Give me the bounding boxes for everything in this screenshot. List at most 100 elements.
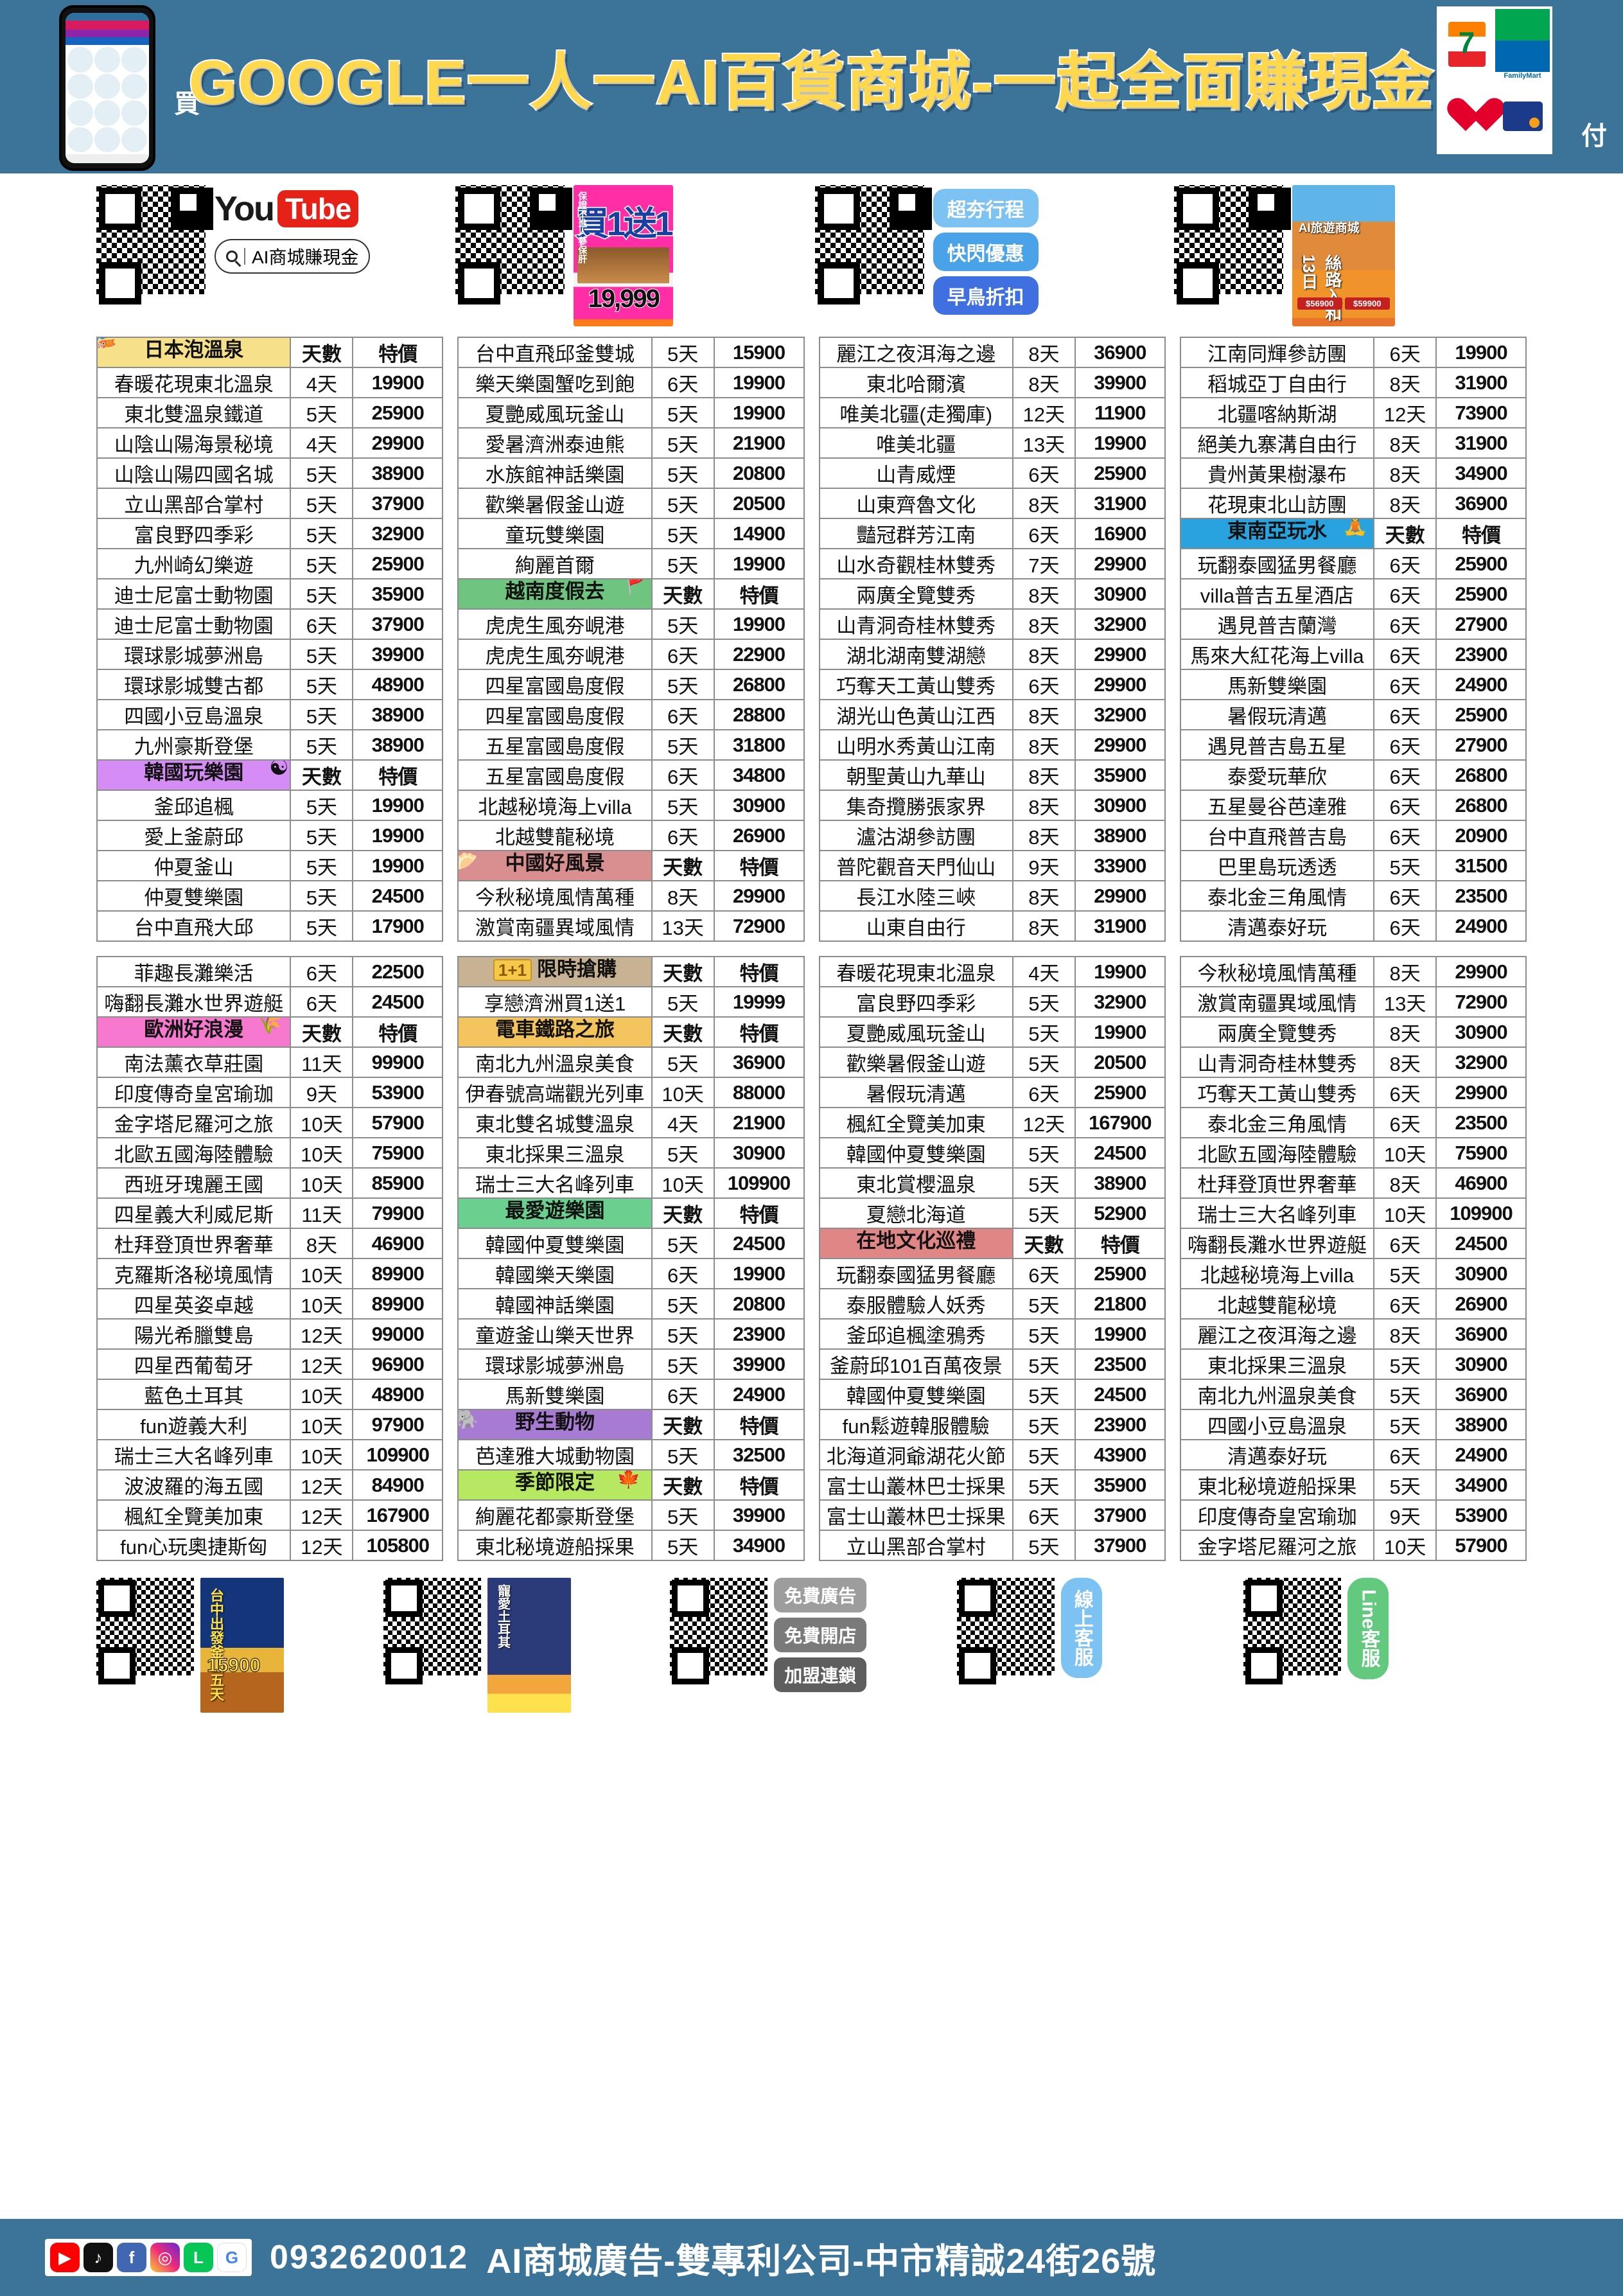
facebook-icon[interactable]: f — [117, 2243, 146, 2272]
table-row[interactable]: 印度傳奇皇宮瑜珈 9天 53900 — [1179, 1499, 1527, 1531]
table-row[interactable]: 西班牙瑰麗王國 10天 85900 — [96, 1167, 444, 1199]
table-row[interactable]: 享戀濟洲買1送1 5天 19999 — [457, 986, 805, 1018]
table-row[interactable]: 四國小豆島溫泉 5天 38900 — [1179, 1409, 1527, 1440]
table-row[interactable]: 四星義大利威尼斯 11天 79900 — [96, 1197, 444, 1229]
table-row[interactable]: 花現東北山訪團 8天 36900 — [1179, 488, 1527, 519]
table-row[interactable]: 絕美九寨溝自由行 8天 31900 — [1179, 427, 1527, 459]
table-row[interactable]: 九州豪斯登堡 5天 38900 — [96, 729, 444, 761]
table-row[interactable]: 芭達雅大城動物園 5天 32500 — [457, 1439, 805, 1470]
table-row[interactable]: 迪士尼富士動物園 6天 37900 — [96, 608, 444, 640]
table-row[interactable]: 嗨翻長灘水世界遊艇 6天 24500 — [96, 986, 444, 1018]
table-row[interactable]: 歡樂暑假釜山遊 5天 20500 — [457, 488, 805, 519]
table-row[interactable]: 長江水陸三峽 8天 29900 — [818, 880, 1166, 912]
table-row[interactable]: 波波羅的海五國 12天 84900 — [96, 1469, 444, 1501]
table-row[interactable]: 仲夏釜山 5天 19900 — [96, 850, 444, 881]
table-row[interactable]: 韓國神話樂園 5天 20800 — [457, 1288, 805, 1320]
table-row[interactable]: 愛上釜蔚邱 5天 19900 — [96, 820, 444, 851]
pill-hot-itinerary[interactable]: 超夯行程 — [933, 189, 1039, 227]
table-row[interactable]: 山東自由行 8天 31900 — [818, 910, 1166, 942]
table-row[interactable]: 北越秘境海上villa 5天 30900 — [457, 790, 805, 821]
table-row[interactable]: 韓國樂天樂園 6天 19900 — [457, 1258, 805, 1289]
table-row[interactable]: 暑假玩清邁 6天 25900 — [1179, 699, 1527, 730]
table-row[interactable]: 東北秘境遊船採果 5天 34900 — [1179, 1469, 1527, 1501]
table-row[interactable]: 東北採果三溫泉 5天 30900 — [457, 1137, 805, 1169]
table-row[interactable]: 環球影城夢洲島 5天 39900 — [96, 639, 444, 670]
table-row[interactable]: 富良野四季彩 5天 32900 — [96, 518, 444, 549]
table-row[interactable]: 唯美北疆(走獨庫) 12天 11900 — [818, 397, 1166, 428]
table-row[interactable]: 虎虎生風夯峴港 6天 22900 — [457, 639, 805, 670]
table-row[interactable]: 金字塔尼羅河之旅 10天 57900 — [96, 1107, 444, 1138]
busan-tour-qr-code[interactable] — [96, 1578, 194, 1684]
table-row[interactable]: fun遊義大利 10天 97900 — [96, 1409, 444, 1440]
table-row[interactable]: 夏戀北海道 5天 52900 — [818, 1197, 1166, 1229]
table-row[interactable]: 楓紅全覽美加東 12天 167900 — [818, 1107, 1166, 1138]
line-service-qr-code[interactable] — [1243, 1578, 1342, 1684]
table-row[interactable]: 泰北金三角風情 6天 23500 — [1179, 1107, 1527, 1138]
table-row[interactable]: 陽光希臘雙島 12天 99000 — [96, 1318, 444, 1350]
table-row[interactable]: 克羅斯洛秘境風情 10天 89900 — [96, 1258, 444, 1289]
table-row[interactable]: 水族館神話樂園 5天 20800 — [457, 457, 805, 489]
table-row[interactable]: 藍色土耳其 10天 48900 — [96, 1379, 444, 1410]
table-row[interactable]: 環球影城雙古都 5天 48900 — [96, 669, 444, 700]
table-row[interactable]: 童玩雙樂園 5天 14900 — [457, 518, 805, 549]
table-row[interactable]: 台中直飛邱釜雙城 5天 15900 — [457, 337, 805, 368]
table-row[interactable]: 歡樂暑假釜山遊 5天 20500 — [818, 1046, 1166, 1078]
table-row[interactable]: 山明水秀黃山江南 8天 29900 — [818, 729, 1166, 761]
table-row[interactable]: 朝聖黃山九華山 8天 35900 — [818, 759, 1166, 791]
table-row[interactable]: 迪士尼富士動物園 5天 35900 — [96, 578, 444, 610]
table-row[interactable]: 杜拜登頂世界奢華 8天 46900 — [96, 1228, 444, 1259]
table-row[interactable]: 山東齊魯文化 8天 31900 — [818, 488, 1166, 519]
free-services-qr-code[interactable] — [670, 1578, 768, 1684]
pill-flash-offer[interactable]: 快閃優惠 — [933, 233, 1039, 271]
table-row[interactable]: 立山黑部合掌村 5天 37900 — [96, 488, 444, 519]
itinerary-qr-code[interactable] — [814, 185, 924, 305]
table-row[interactable]: 兩廣全覽雙秀 8天 30900 — [818, 578, 1166, 610]
online-service-qr-code[interactable] — [956, 1578, 1055, 1684]
table-row[interactable]: 瑞士三大名峰列車 10天 109900 — [457, 1167, 805, 1199]
table-row[interactable]: 絢麗首爾 5天 19900 — [457, 548, 805, 579]
table-row[interactable]: 釜邱追楓 5天 19900 — [96, 790, 444, 821]
online-service-label[interactable]: 線上客服 — [1060, 1578, 1102, 1678]
table-row[interactable]: 伊春號高端觀光列車 10天 88000 — [457, 1077, 805, 1108]
line-service-label[interactable]: Line客服 — [1347, 1578, 1389, 1679]
youtube-qr-code[interactable] — [96, 185, 206, 305]
table-row[interactable]: 東北雙名城雙溫泉 4天 21900 — [457, 1107, 805, 1138]
table-row[interactable]: 集奇攬勝張家界 8天 30900 — [818, 790, 1166, 821]
table-row[interactable]: 虎虎生風夯峴港 5天 19900 — [457, 608, 805, 640]
table-row[interactable]: 四星富國島度假 5天 26800 — [457, 669, 805, 700]
table-row[interactable]: 清邁泰好玩 6天 24900 — [1179, 1439, 1527, 1470]
youtube-icon[interactable]: ▶ — [50, 2243, 80, 2272]
table-row[interactable]: 唯美北疆 13天 19900 — [818, 427, 1166, 459]
table-row[interactable]: 北疆喀納斯湖 12天 73900 — [1179, 397, 1527, 428]
table-row[interactable]: 南北九州溫泉美食 5天 36900 — [457, 1046, 805, 1078]
table-row[interactable]: 麗江之夜洱海之邊 8天 36900 — [1179, 1318, 1527, 1350]
table-row[interactable]: 樂天樂園蟹吃到飽 6天 19900 — [457, 367, 805, 398]
instagram-icon[interactable]: ◎ — [150, 2243, 180, 2272]
table-row[interactable]: 玩翻泰國猛男餐廳 6天 25900 — [818, 1258, 1166, 1289]
table-row[interactable]: 江南同輝參訪團 6天 19900 — [1179, 337, 1527, 368]
table-row[interactable]: 東北哈爾濱 8天 39900 — [818, 367, 1166, 398]
table-row[interactable]: 五星富國島度假 6天 34800 — [457, 759, 805, 791]
table-row[interactable]: 韓國仲夏雙樂園 5天 24500 — [457, 1228, 805, 1259]
table-row[interactable]: 南北九州溫泉美食 5天 36900 — [1179, 1379, 1527, 1410]
table-row[interactable]: 春暖花現東北溫泉 4天 19900 — [96, 367, 444, 398]
table-row[interactable]: 仲夏雙樂園 5天 24500 — [96, 880, 444, 912]
table-row[interactable]: 清邁泰好玩 6天 24900 — [1179, 910, 1527, 942]
table-row[interactable]: 北越秘境海上villa 5天 30900 — [1179, 1258, 1527, 1289]
table-row[interactable]: 四星富國島度假 6天 28800 — [457, 699, 805, 730]
table-row[interactable]: 北歐五國海陸體驗 10天 75900 — [96, 1137, 444, 1169]
table-row[interactable]: 馬來大紅花海上villa 6天 23900 — [1179, 639, 1527, 670]
table-row[interactable]: 韓國仲夏雙樂園 5天 24500 — [818, 1379, 1166, 1410]
ai-travel-mall-qr-code[interactable] — [1173, 185, 1283, 305]
table-row[interactable]: 豔冠群芳江南 6天 16900 — [818, 518, 1166, 549]
table-row[interactable]: 童遊釜山樂天世界 5天 23900 — [457, 1318, 805, 1350]
table-row[interactable]: 湖北湖南雙湖戀 8天 29900 — [818, 639, 1166, 670]
table-row[interactable]: 北海道洞爺湖花火節 5天 43900 — [818, 1439, 1166, 1470]
table-row[interactable]: 北越雙龍秘境 6天 26900 — [457, 820, 805, 851]
table-row[interactable]: 普陀觀音天門仙山 9天 33900 — [818, 850, 1166, 881]
table-row[interactable]: 山青威煙 6天 25900 — [818, 457, 1166, 489]
table-row[interactable]: 環球影城夢洲島 5天 39900 — [457, 1348, 805, 1380]
table-row[interactable]: 四星西葡萄牙 12天 96900 — [96, 1348, 444, 1380]
table-row[interactable]: 富士山叢林巴士採果 6天 37900 — [818, 1499, 1166, 1531]
table-row[interactable]: 瀘沽湖參訪團 8天 38900 — [818, 820, 1166, 851]
